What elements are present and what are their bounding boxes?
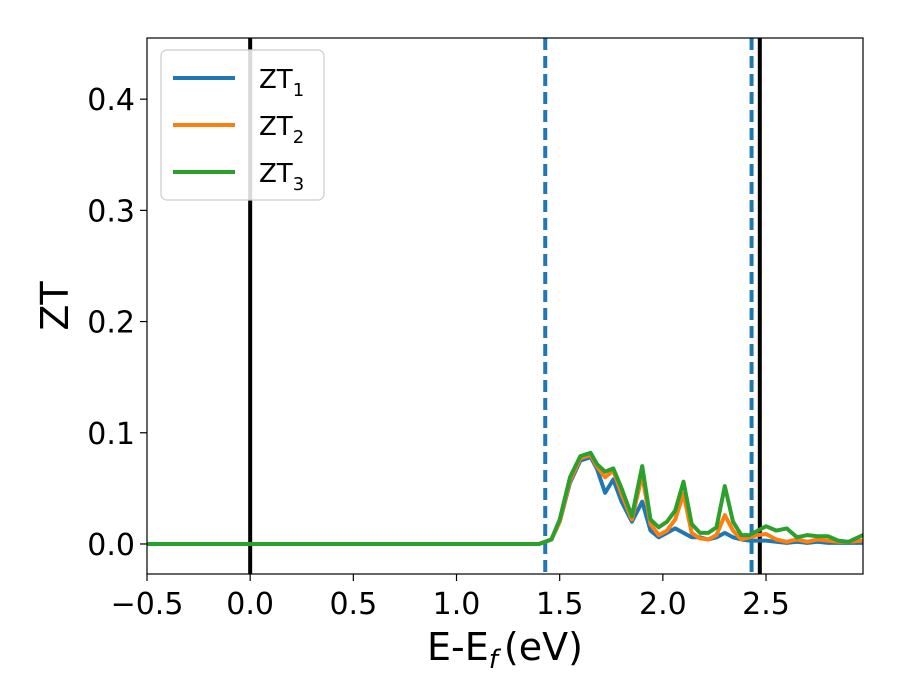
x-tick-label: 0.0 bbox=[226, 587, 274, 622]
plot-frame bbox=[146, 37, 864, 575]
legend-label-2: ZT2 bbox=[259, 112, 304, 148]
legend-label-sub: 1 bbox=[293, 80, 304, 101]
y-tick-label: 0.0 bbox=[87, 528, 135, 563]
legend-label-1: ZT1 bbox=[259, 65, 304, 101]
x-tick-label: 2.5 bbox=[742, 587, 790, 622]
x-tick-label: 1.0 bbox=[433, 587, 481, 622]
x-axis-label-main: E-E bbox=[427, 625, 489, 669]
x-axis-label-unit: (eV) bbox=[504, 625, 583, 669]
y-axis-label: ZT bbox=[33, 281, 77, 331]
y-tick-label: 0.2 bbox=[87, 306, 135, 341]
legend-label-sub: 3 bbox=[293, 174, 304, 195]
x-axis-label-sub: f bbox=[489, 645, 502, 675]
legend-box bbox=[160, 49, 325, 201]
x-tick-label: 2.0 bbox=[639, 587, 687, 622]
series-line-3 bbox=[147, 450, 863, 546]
y-tick-label: 0.4 bbox=[87, 83, 135, 118]
legend-label-3: ZT3 bbox=[259, 159, 304, 195]
legend-label-main: ZT bbox=[259, 65, 293, 95]
x-tick-label: −0.5 bbox=[111, 587, 184, 622]
legend-label-main: ZT bbox=[259, 112, 293, 142]
legend-label-sub: 2 bbox=[293, 127, 304, 148]
x-tick-label: 1.5 bbox=[536, 587, 584, 622]
y-tick-label: 0.3 bbox=[87, 194, 135, 229]
x-axis-label: E-Ef (eV) bbox=[427, 625, 583, 675]
x-tick-label: 0.5 bbox=[329, 587, 377, 622]
legend-label-main: ZT bbox=[259, 159, 293, 189]
y-tick-label: 0.1 bbox=[87, 417, 135, 452]
